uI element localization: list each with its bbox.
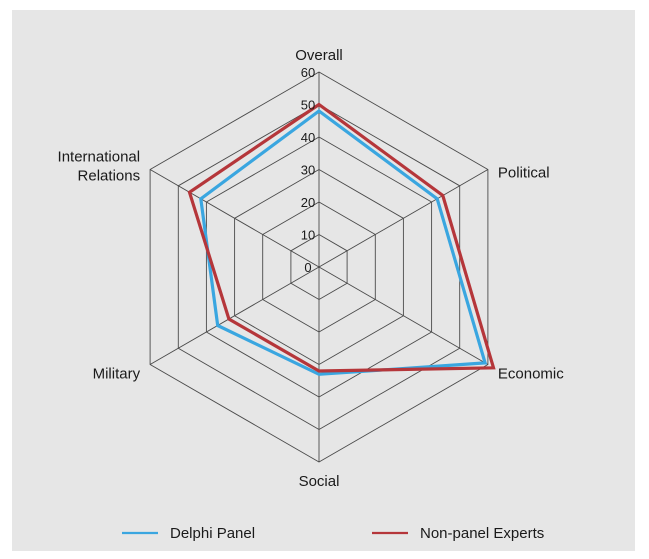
axis-labels: Overall Political Economic Social Military In… — [58, 47, 565, 490]
tick-label-50: 50 — [301, 98, 315, 113]
axis-spoke-4 — [149, 266, 320, 365]
tick-label-30: 30 — [301, 163, 315, 178]
tick-label-40: 40 — [301, 130, 315, 145]
radar-series — [187, 102, 496, 376]
axis-label-military: Military — [93, 366, 141, 383]
radar-chart: 0 10 20 30 40 50 60 Overall Political Economic So… — [12, 10, 635, 551]
axis-label-political: Political — [498, 165, 550, 182]
legend-label-delphi-panel: Delphi Panel — [170, 525, 255, 542]
axis-spoke-5 — [149, 169, 320, 268]
tick-label-20: 20 — [301, 195, 315, 210]
axis-spoke-1 — [318, 169, 489, 268]
tick-label-0: 0 — [304, 260, 311, 275]
series-line-delphi-panel — [199, 109, 488, 376]
legend: Delphi Panel Non-panel Experts — [122, 525, 544, 542]
series-line-non-panel-experts — [187, 102, 496, 373]
axis-spoke-2 — [318, 266, 489, 365]
legend-label-non-panel-experts: Non-panel Experts — [420, 525, 544, 542]
axis-label-social: Social — [299, 473, 340, 490]
radar-grid — [149, 71, 489, 463]
axis-label-economic: Economic — [498, 366, 564, 383]
radial-tick-labels: 0 10 20 30 40 50 60 — [301, 65, 315, 275]
tick-label-10: 10 — [301, 228, 315, 243]
tick-label-60: 60 — [301, 65, 315, 80]
radar-chart-svg: 0 10 20 30 40 50 60 Overall Political Economic So… — [58, 47, 565, 542]
axis-label-overall: Overall — [295, 47, 343, 64]
axis-label-international-relations: International Relations — [58, 149, 141, 185]
